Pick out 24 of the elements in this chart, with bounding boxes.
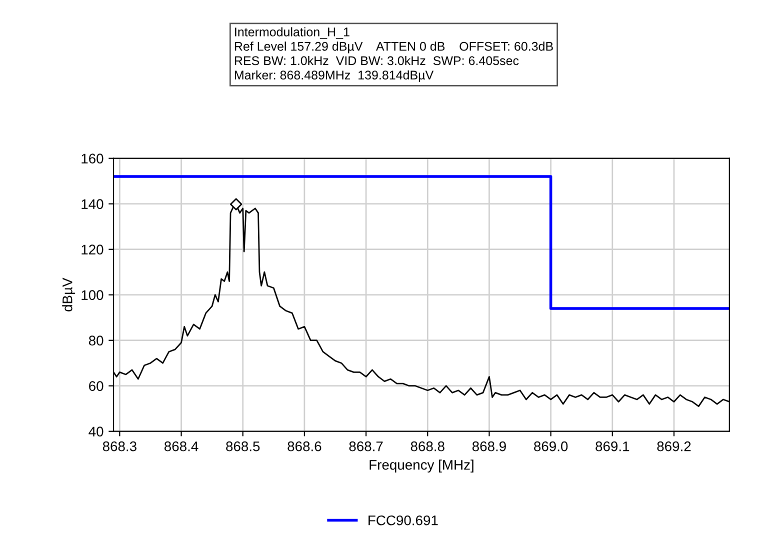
x-tick-label: 868.4	[164, 441, 198, 452]
y-tick-label: 80	[88, 336, 104, 346]
x-tick-label: 868.9	[472, 441, 506, 452]
text: RES BW: 1.0kHz VID BW: 3.0kHz SWP: 6.405sec	[234, 56, 519, 66]
y-tick-label: 140	[82, 199, 104, 210]
x-tick-label: 868.8	[410, 441, 444, 452]
y-axis-title: dBµV	[62, 278, 76, 312]
x-axis-title: Frequency [MHz]	[370, 460, 474, 473]
text: Intermodulation_H_1	[235, 27, 350, 39]
x-tick-label: 868.5	[226, 441, 260, 452]
y-tick-label: 120	[82, 244, 104, 255]
x-tick-label: 868.3	[102, 441, 136, 452]
x-tick-label: 869.0	[534, 441, 568, 452]
legend-label: FCC90.691	[368, 515, 438, 526]
y-tick-label: 60	[89, 381, 104, 392]
x-tick-label: 868.6	[288, 441, 322, 452]
x-tick-label: 869.2	[657, 441, 691, 452]
y-tick-label: 40	[88, 426, 104, 437]
x-tick-label: 868.7	[349, 441, 383, 452]
x-tick-label: 869.1	[596, 441, 630, 452]
y-tick-label: 100	[82, 290, 104, 300]
text: Ref Level 157.29 dBµV ATTEN 0 dB OFFSET: 60.3dB	[234, 42, 553, 54]
y-tick-label: 160	[82, 154, 104, 164]
text: Marker: 868.489MHz 139.814dBµV	[234, 70, 434, 82]
